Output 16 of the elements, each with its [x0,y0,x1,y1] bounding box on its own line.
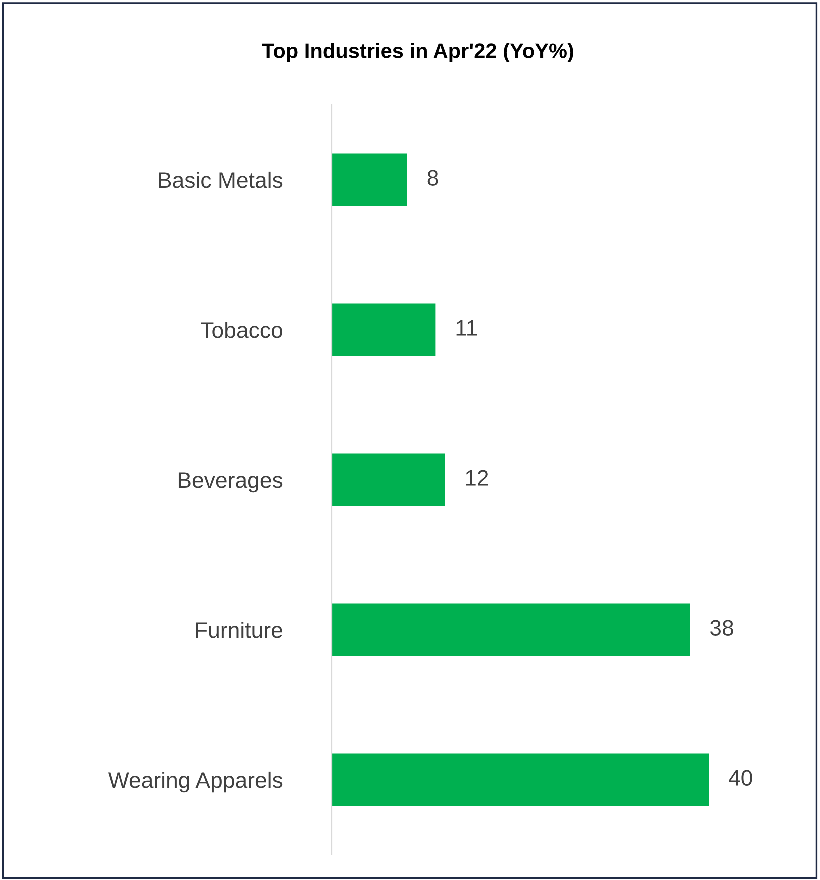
bar [332,454,446,506]
bar [332,304,436,356]
y-tick-label: Wearing Apparels [108,772,283,793]
y-tick-label: Tobacco [201,322,282,338]
data-label: 11 [456,320,478,336]
bar [332,154,408,206]
data-label: 8 [428,170,438,186]
data-label: 40 [729,770,752,786]
chart-title: Top Industries in Apr'22 (YoY%) [262,43,574,63]
y-tick-label: Basic Metals [159,172,283,188]
y-tick-label: Furniture [196,622,282,638]
data-label: 38 [710,620,734,636]
bar [332,754,710,806]
data-label: 12 [466,470,488,486]
bar [332,604,690,656]
y-tick-label: Beverages [178,472,283,493]
